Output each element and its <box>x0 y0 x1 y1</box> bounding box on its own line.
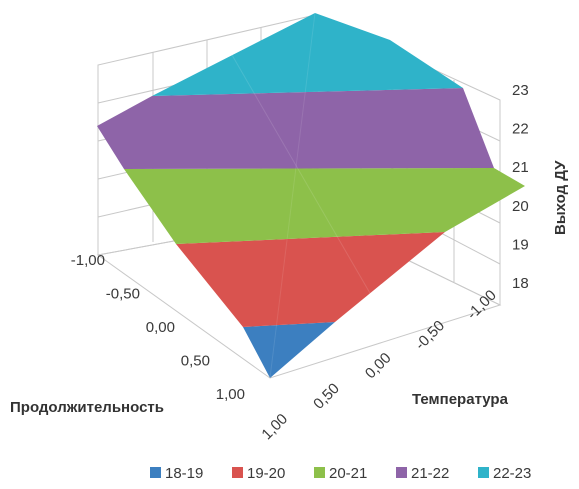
legend-label: 22-23 <box>493 465 531 482</box>
z-tick-label: 22 <box>512 121 529 138</box>
y-tick-label: 0,50 <box>310 380 343 413</box>
y-tick-label: 0,00 <box>362 349 395 382</box>
x-tick-label: 1,00 <box>216 386 245 403</box>
legend: 18-19 19-20 20-21 21-22 22-23 <box>150 465 531 482</box>
z-axis-title: Выход ДУ <box>552 160 569 235</box>
surface-bands <box>97 12 525 379</box>
surface-band-18-19 <box>243 322 335 378</box>
x-axis-title: Продолжительность <box>10 399 164 416</box>
legend-swatch <box>150 467 161 478</box>
z-tick-label: 18 <box>512 275 529 292</box>
legend-label: 21-22 <box>411 465 449 482</box>
mesh-line <box>231 54 401 346</box>
y-tick-label: -0,50 <box>412 317 448 353</box>
legend-label: 20-21 <box>329 465 367 482</box>
legend-label: 19-20 <box>247 465 285 482</box>
z-tick-label: 23 <box>512 82 529 99</box>
y-tick-label: -1,00 <box>464 287 500 323</box>
surface-band-21-22 <box>97 88 494 169</box>
z-tick-label: 21 <box>512 159 529 176</box>
legend-swatch <box>232 467 243 478</box>
legend-swatch <box>478 467 489 478</box>
z-tick-label: 19 <box>512 236 529 253</box>
z-tick-label: 20 <box>512 198 529 215</box>
y-axis-title: Температура <box>412 391 509 408</box>
surface-band-22-23 <box>152 13 463 96</box>
legend-swatch <box>396 467 407 478</box>
x-tick-label: 0,00 <box>146 319 175 336</box>
x-axis-ticks: -1,00-0,50 0,00 0,50 1,00 <box>71 252 245 403</box>
z-axis-ticks: 18 19 20 21 22 23 <box>512 82 529 292</box>
mesh-line <box>269 12 316 379</box>
legend-swatch <box>314 467 325 478</box>
x-tick-label: 0,50 <box>181 353 210 370</box>
legend-label: 18-19 <box>165 465 203 482</box>
surface-band-19-20 <box>176 232 445 327</box>
x-tick-label: -0,50 <box>106 286 140 303</box>
y-tick-label: 1,00 <box>258 410 291 443</box>
surface-band-20-21 <box>124 168 525 244</box>
x-tick-label: -1,00 <box>71 252 105 269</box>
